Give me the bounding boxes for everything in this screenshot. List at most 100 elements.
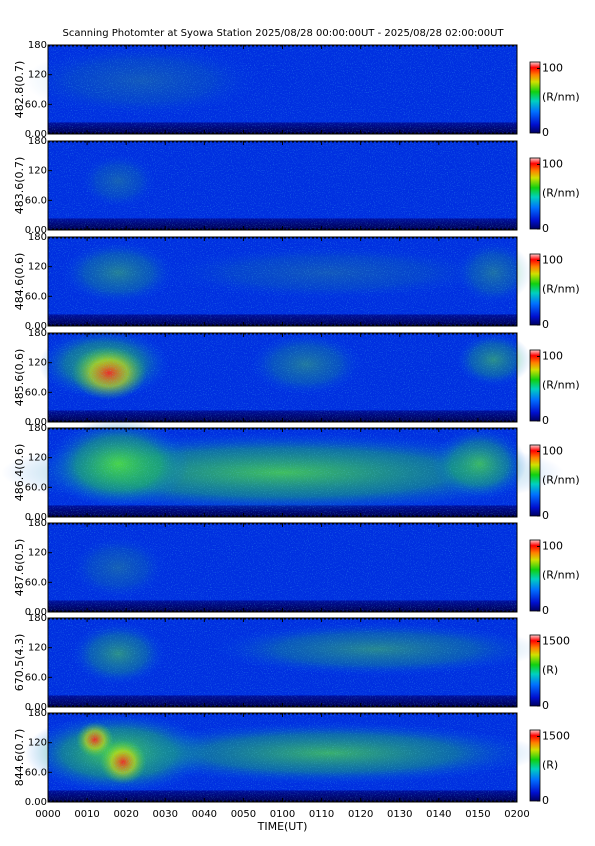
heatmap-speckle: [48, 523, 517, 612]
y-tick-label: 0.00: [25, 702, 47, 713]
x-tick-label: 0100: [270, 809, 295, 820]
panel: [38, 328, 532, 423]
y-tick-label: 180: [28, 136, 47, 147]
panel: [47, 236, 532, 327]
x-tick-label: 0150: [465, 809, 490, 820]
y-tick-label: 120: [28, 358, 47, 369]
colorbar-tick-label: 1500: [542, 729, 570, 742]
x-tick-label: 0120: [348, 809, 373, 820]
y-tick-label: 120: [28, 738, 47, 749]
colorbar-tick-label: 0: [542, 414, 549, 427]
colorbar: [529, 349, 541, 422]
colorbar-tick-label: 100: [542, 253, 563, 266]
y-tick-label: 0.00: [25, 129, 47, 140]
heatmap-speckle: [48, 428, 517, 517]
colorbar: [529, 157, 541, 230]
y-tick-label: 0.00: [25, 321, 47, 332]
x-tick-label: 0130: [387, 809, 412, 820]
y-tick-label: 180: [28, 613, 47, 624]
y-tick-label: 0.00: [25, 797, 47, 808]
y-tick-label: 0.00: [25, 607, 47, 618]
heatmap-speckle: [48, 713, 517, 802]
y-tick-label: 180: [28, 328, 47, 339]
y-axis-label: 485.6(0.6): [13, 349, 26, 407]
y-tick-label: 180: [28, 40, 47, 51]
y-tick-label: 60.0: [25, 672, 47, 683]
panel: [47, 140, 518, 231]
y-axis-label: 482.8(0.7): [13, 61, 26, 119]
y-tick-label: 180: [28, 518, 47, 529]
colorbar-tick-label: 1500: [542, 634, 570, 647]
y-axis-label: 483.6(0.7): [13, 157, 26, 215]
y-tick-label: 180: [28, 708, 47, 719]
panel: [1, 419, 564, 518]
colorbar-tick-label: 100: [542, 349, 563, 362]
y-tick-label: 0.00: [25, 417, 47, 428]
x-tick-label: 0050: [231, 809, 256, 820]
colorbar-label: (R/nm): [542, 91, 580, 104]
colorbar-label: (R/nm): [542, 283, 580, 296]
y-axis-label: 670.5(4.3): [13, 634, 26, 692]
y-tick-label: 180: [28, 232, 47, 243]
y-tick-label: 120: [28, 262, 47, 273]
y-tick-label: 0.00: [25, 225, 47, 236]
y-tick-label: 120: [28, 548, 47, 559]
x-axis-label: TIME(UT): [257, 820, 308, 833]
y-tick-label: 180: [28, 423, 47, 434]
y-tick-label: 60.0: [25, 195, 47, 206]
panel: [47, 617, 541, 708]
y-axis-label: 487.6(0.5): [13, 539, 26, 597]
colorbar: [529, 444, 541, 517]
colorbar-tick-label: 0: [542, 222, 549, 235]
y-tick-label: 60.0: [25, 387, 47, 398]
x-tick-label: 0030: [153, 809, 178, 820]
colorbar-tick-label: 0: [542, 604, 549, 617]
x-tick-label: 0040: [192, 809, 217, 820]
colorbar: [529, 539, 541, 612]
y-tick-label: 120: [28, 643, 47, 654]
x-tick-label: 0010: [74, 809, 99, 820]
heatmap-speckle: [48, 333, 517, 422]
y-tick-label: 60.0: [25, 767, 47, 778]
colorbar: [529, 61, 541, 134]
x-tick-label: 0140: [426, 809, 451, 820]
heatmap-speckle: [48, 141, 517, 230]
y-axis-label: 484.6(0.6): [13, 253, 26, 311]
y-axis-label: 844.6(0.7): [13, 729, 26, 787]
colorbar-label: (R/nm): [542, 474, 580, 487]
colorbar-tick-label: 0: [542, 699, 549, 712]
colorbar-tick-label: 0: [542, 509, 549, 522]
panel: [24, 712, 541, 803]
y-tick-label: 0.00: [25, 512, 47, 523]
colorbar: [529, 634, 541, 707]
colorbar-tick-label: 100: [542, 539, 563, 552]
figure-title: Scanning Photomter at Syowa Station 2025…: [62, 28, 504, 39]
x-tick-label: 0020: [113, 809, 138, 820]
x-tick-label: 0000: [35, 809, 60, 820]
colorbar: [529, 253, 541, 326]
y-tick-label: 60.0: [25, 291, 47, 302]
colorbar-label: (R/nm): [542, 569, 580, 582]
colorbar-tick-label: 0: [542, 318, 549, 331]
colorbar-label: (R): [542, 759, 558, 772]
colorbar-tick-label: 0: [542, 794, 549, 807]
y-tick-label: 120: [28, 70, 47, 81]
colorbar-tick-label: 100: [542, 157, 563, 170]
y-tick-label: 60.0: [25, 482, 47, 493]
colorbar-tick-label: 0: [542, 126, 549, 139]
y-axis-label: 486.4(0.6): [13, 444, 26, 502]
panel: [47, 522, 518, 613]
y-tick-label: 120: [28, 453, 47, 464]
panel: [24, 44, 518, 135]
y-tick-label: 60.0: [25, 99, 47, 110]
colorbar-tick-label: 100: [542, 61, 563, 74]
heatmap-speckle: [48, 237, 517, 326]
y-tick-label: 120: [28, 166, 47, 177]
colorbar-tick-label: 100: [542, 444, 563, 457]
heatmap-speckle: [48, 618, 517, 707]
heatmap-speckle: [48, 45, 517, 134]
x-tick-label: 0110: [309, 809, 334, 820]
y-tick-label: 60.0: [25, 577, 47, 588]
colorbar-label: (R/nm): [542, 187, 580, 200]
